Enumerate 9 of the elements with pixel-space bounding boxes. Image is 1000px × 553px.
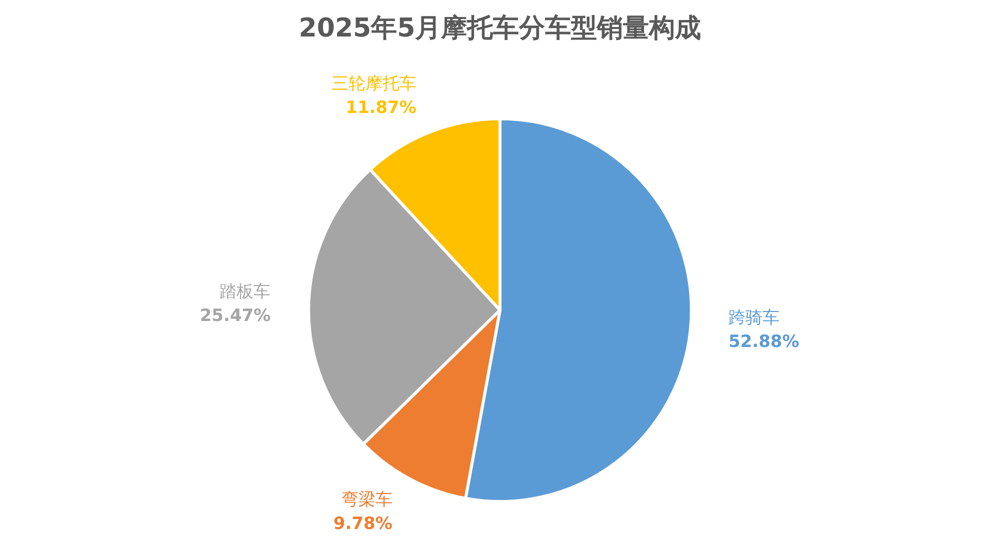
slice-label: 踏板车 bbox=[220, 282, 271, 302]
slice-label: 弯梁车 bbox=[341, 490, 392, 510]
slice-label: 三轮摩托车 bbox=[331, 74, 416, 94]
data-label: 25.47% bbox=[200, 306, 271, 326]
slice-label: 跨骑车 bbox=[728, 308, 780, 328]
data-label: 9.78% bbox=[333, 514, 392, 534]
chart-title: 2025年5月摩托车分车型销量构成 bbox=[298, 13, 702, 44]
data-label: 52.88% bbox=[728, 332, 800, 352]
data-label: 11.87% bbox=[346, 98, 416, 118]
